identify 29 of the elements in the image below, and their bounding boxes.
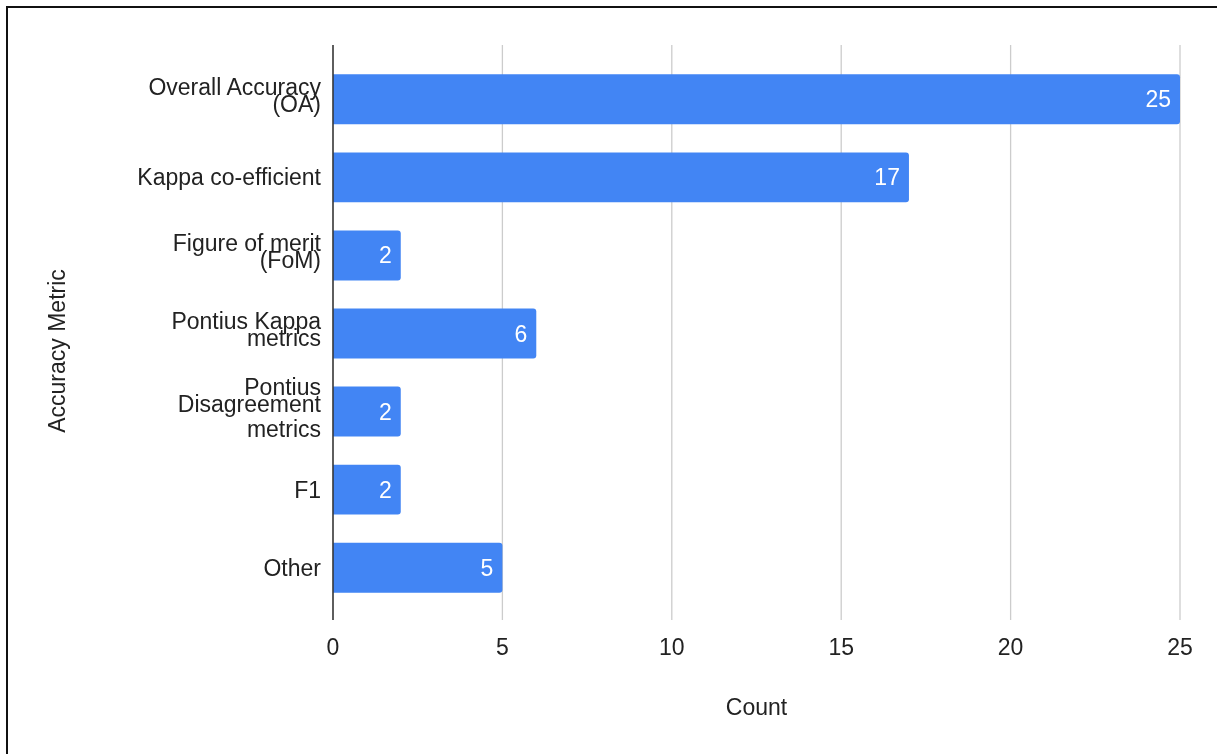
- data-label: 2: [378, 476, 392, 503]
- y-axis-title: Accuracy Metric: [44, 269, 70, 433]
- data-label: 5: [480, 554, 494, 581]
- bar: [333, 74, 1180, 125]
- data-label: 6: [514, 320, 528, 347]
- x-tick-label: 20: [997, 634, 1024, 660]
- x-tick-label: 5: [496, 634, 509, 660]
- y-tick-label: Figure of merit (FoM): [172, 229, 322, 273]
- x-tick-label: 10: [659, 634, 685, 660]
- x-tick-label: 0: [326, 634, 340, 660]
- data-label: 25: [1145, 86, 1171, 113]
- y-tick-label: F1: [294, 476, 321, 503]
- x-axis-title: Count: [725, 694, 788, 720]
- data-label: 17: [874, 164, 900, 191]
- bar: [333, 464, 401, 515]
- x-tick-label: 25: [1167, 634, 1193, 660]
- data-label: 2: [378, 242, 392, 269]
- y-tick-label: Pontius Disagreement metrics: [177, 373, 322, 442]
- y-tick-label: Kappa co-efficient: [137, 164, 322, 191]
- bar: [333, 230, 401, 281]
- bar: [333, 308, 537, 359]
- data-label: 2: [378, 398, 392, 425]
- bar: [333, 152, 909, 203]
- y-tick-label: Pontius Kappa metrics: [171, 308, 322, 351]
- x-tick-label: 15: [828, 634, 854, 660]
- y-tick-label: Overall Accuracy (OA): [148, 73, 322, 117]
- bar: [333, 542, 503, 593]
- bar: [333, 386, 401, 437]
- y-tick-label: Other: [263, 554, 322, 581]
